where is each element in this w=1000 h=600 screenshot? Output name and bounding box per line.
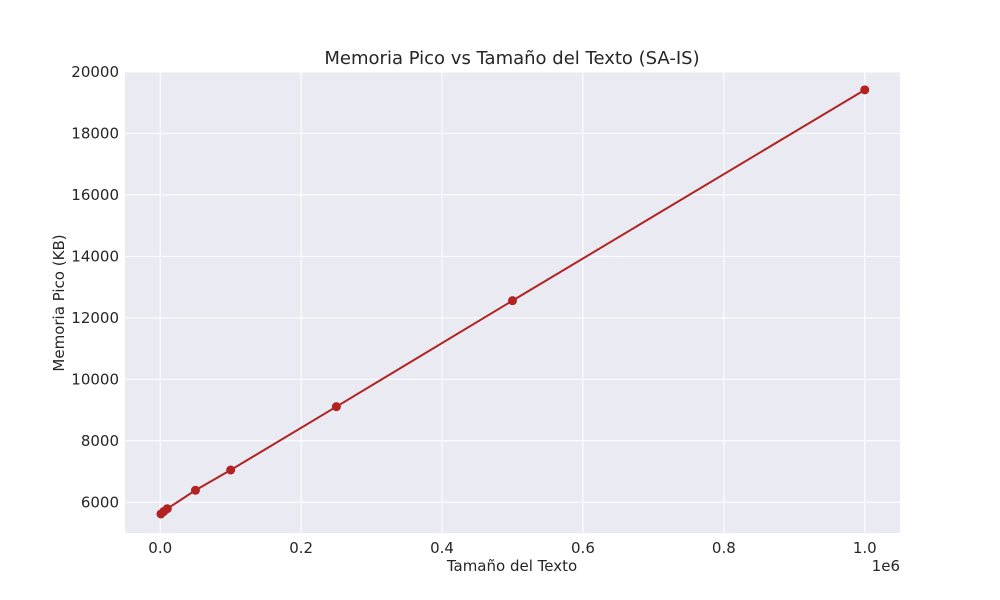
- y-axis: 6000 8000 10000 12000 14000 16000 18000 20000: [71, 63, 119, 511]
- x-tick-label: 1.0: [853, 539, 877, 557]
- x-axis-label: Tamaño del Texto: [446, 557, 577, 575]
- y-tick-label: 20000: [71, 63, 119, 81]
- data-point: [508, 296, 517, 306]
- data-point: [190, 485, 200, 495]
- x-tick-label: 0.4: [430, 539, 454, 557]
- grid: [125, 71, 900, 533]
- data-point: [226, 465, 236, 475]
- y-tick-label: 12000: [71, 309, 119, 327]
- y-axis-label: Memoria Pico (KB): [50, 234, 68, 371]
- y-tick-label: 16000: [71, 186, 119, 204]
- chart-title: Memoria Pico vs Tamaño del Texto (SA-IS): [324, 48, 699, 69]
- y-tick-label: 18000: [71, 124, 119, 142]
- x-offset-label: 1e6: [872, 557, 900, 575]
- x-tick-label: 0.0: [148, 539, 172, 557]
- y-tick-label: 8000: [81, 432, 119, 450]
- y-tick-label: 6000: [81, 493, 119, 511]
- x-axis: 0.0 0.2 0.4 0.6 0.8 1.0: [148, 539, 876, 557]
- data-point: [860, 85, 870, 95]
- x-tick-label: 0.8: [712, 539, 736, 557]
- y-tick-label: 14000: [71, 247, 119, 265]
- x-tick-label: 0.2: [289, 539, 313, 557]
- data-point: [331, 402, 341, 412]
- x-tick-label: 0.6: [571, 539, 595, 557]
- y-tick-label: 10000: [71, 370, 119, 388]
- data-point: [162, 504, 172, 514]
- series: [156, 85, 870, 519]
